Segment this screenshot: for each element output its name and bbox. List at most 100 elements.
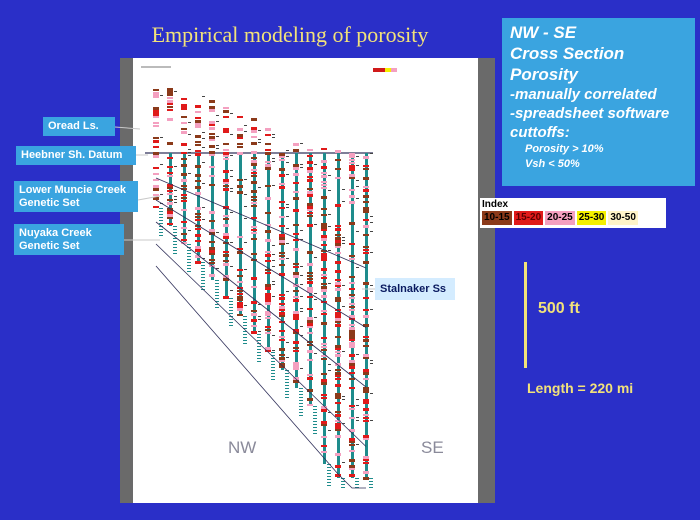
porosity-band — [195, 120, 201, 123]
info-box: NW - SE Cross Section Porosity -manually… — [502, 18, 695, 186]
log-tick — [370, 393, 373, 394]
log-tick — [370, 420, 373, 421]
log-tick — [174, 199, 177, 200]
log-tick — [286, 258, 289, 259]
log-tick — [342, 396, 345, 397]
well-column — [281, 153, 284, 370]
porosity-band — [349, 465, 355, 468]
porosity-band — [265, 197, 271, 200]
porosity-band — [279, 330, 285, 332]
porosity-band — [349, 306, 355, 308]
log-tick — [258, 331, 261, 332]
porosity-band — [181, 107, 187, 110]
porosity-band — [349, 339, 355, 341]
porosity-band — [321, 268, 327, 271]
porosity-band — [181, 143, 187, 146]
porosity-band — [195, 216, 201, 218]
porosity-band — [209, 241, 215, 243]
log-tail-mark — [215, 295, 219, 296]
porosity-band — [307, 332, 313, 334]
log-tick — [300, 308, 303, 309]
porosity-band — [251, 151, 257, 154]
porosity-band — [293, 209, 299, 212]
porosity-band — [335, 423, 341, 426]
log-tick — [300, 368, 303, 369]
porosity-band — [321, 166, 327, 169]
porosity-band — [363, 417, 369, 419]
porosity-band — [363, 408, 369, 411]
log-tick — [230, 266, 233, 267]
porosity-band — [279, 297, 285, 300]
porosity-band — [167, 190, 173, 192]
porosity-band — [349, 372, 355, 374]
porosity-band — [279, 168, 285, 171]
well-column — [253, 153, 256, 334]
porosity-band — [279, 366, 285, 368]
log-tick — [272, 260, 275, 261]
porosity-band — [279, 258, 285, 260]
log-tick — [230, 134, 233, 135]
log-tail-mark — [369, 481, 373, 482]
info-line-4: -manually correlated — [510, 86, 657, 103]
log-tail-mark — [243, 334, 247, 335]
log-tick — [342, 285, 345, 286]
porosity-band — [181, 185, 187, 187]
log-tail-mark — [271, 376, 275, 377]
porosity-band — [363, 210, 369, 213]
porosity-band — [363, 357, 369, 359]
log-tick — [188, 122, 191, 123]
porosity-band — [167, 193, 173, 195]
porosity-band — [279, 174, 285, 177]
porosity-band — [167, 172, 173, 174]
log-tick — [300, 230, 303, 231]
porosity-band — [349, 405, 355, 407]
length-label: Length = 220 mi — [527, 380, 634, 396]
porosity-band — [307, 209, 313, 211]
porosity-band — [307, 317, 313, 320]
porosity-band — [251, 319, 257, 322]
porosity-band — [223, 185, 229, 187]
porosity-band — [265, 269, 271, 271]
porosity-band — [167, 106, 173, 108]
log-tail-mark — [243, 337, 247, 338]
log-tick — [188, 155, 191, 156]
log-tail-mark — [215, 307, 219, 308]
log-tick — [356, 399, 359, 400]
log-tail-mark — [173, 253, 177, 254]
porosity-band — [153, 146, 159, 148]
porosity-band — [363, 324, 369, 327]
porosity-band — [167, 199, 173, 201]
porosity-band — [363, 471, 369, 474]
log-tick — [230, 290, 233, 291]
porosity-band — [349, 459, 355, 462]
porosity-band — [181, 104, 187, 107]
porosity-band — [307, 320, 313, 323]
porosity-band — [335, 420, 341, 422]
porosity-band — [321, 343, 327, 345]
porosity-band — [167, 187, 173, 189]
porosity-band — [223, 155, 229, 157]
porosity-band — [209, 250, 215, 253]
log-tick — [272, 254, 275, 255]
porosity-band — [209, 109, 215, 112]
leader-muncie — [137, 195, 161, 201]
log-tick — [342, 306, 345, 307]
porosity-band — [349, 153, 355, 156]
porosity-band — [363, 309, 369, 311]
porosity-band — [363, 420, 369, 422]
log-tail-mark — [187, 271, 191, 272]
porosity-band — [307, 263, 313, 266]
porosity-band — [237, 302, 243, 305]
log-tail-mark — [173, 226, 177, 227]
log-tail-mark — [355, 478, 359, 479]
log-tail-mark — [159, 232, 163, 233]
log-tick — [230, 242, 233, 243]
porosity-band — [181, 152, 187, 154]
porosity-band — [195, 225, 201, 227]
log-tail-mark — [229, 307, 233, 308]
log-tail-mark — [243, 319, 247, 320]
log-tick — [216, 145, 219, 146]
log-tail-mark — [299, 400, 303, 401]
porosity-band — [293, 224, 299, 226]
porosity-band — [251, 301, 257, 304]
